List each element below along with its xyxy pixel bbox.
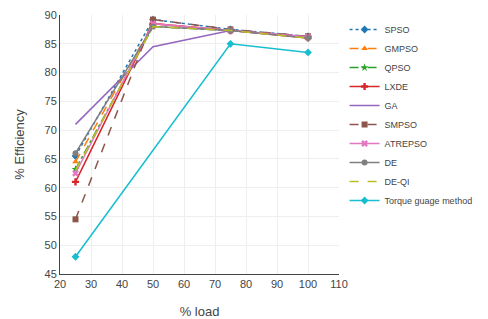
svg-text:GA: GA — [385, 101, 398, 111]
svg-text:75: 75 — [45, 95, 57, 107]
svg-text:GMPSO: GMPSO — [385, 44, 419, 54]
svg-text:60: 60 — [178, 278, 190, 290]
svg-text:80: 80 — [240, 278, 252, 290]
svg-text:55: 55 — [45, 210, 57, 222]
svg-text:50: 50 — [147, 278, 159, 290]
svg-text:110: 110 — [330, 278, 348, 290]
svg-text:90: 90 — [271, 278, 283, 290]
svg-text:ATREPSO: ATREPSO — [385, 139, 427, 149]
svg-text:DE: DE — [385, 158, 398, 168]
svg-text:45: 45 — [45, 268, 57, 280]
svg-text:100: 100 — [299, 278, 317, 290]
svg-text:40: 40 — [116, 278, 128, 290]
svg-text:QPSO: QPSO — [385, 63, 411, 73]
svg-text:% Efficiency: % Efficiency — [12, 109, 27, 180]
svg-text:70: 70 — [45, 124, 57, 136]
svg-text:LXDE: LXDE — [385, 82, 409, 92]
svg-text:Torque guage method: Torque guage method — [385, 196, 473, 206]
svg-text:50: 50 — [45, 239, 57, 251]
svg-text:70: 70 — [209, 278, 221, 290]
svg-text:DE-QI: DE-QI — [385, 177, 410, 187]
svg-text:90: 90 — [45, 9, 57, 21]
svg-text:20: 20 — [54, 278, 66, 290]
svg-text:80: 80 — [45, 66, 57, 78]
svg-text:SPSO: SPSO — [385, 25, 410, 35]
svg-text:65: 65 — [45, 153, 57, 165]
svg-text:% load: % load — [180, 304, 220, 319]
svg-text:60: 60 — [45, 182, 57, 194]
svg-text:SMPSO: SMPSO — [385, 120, 418, 130]
svg-text:85: 85 — [45, 38, 57, 50]
svg-text:30: 30 — [85, 278, 97, 290]
